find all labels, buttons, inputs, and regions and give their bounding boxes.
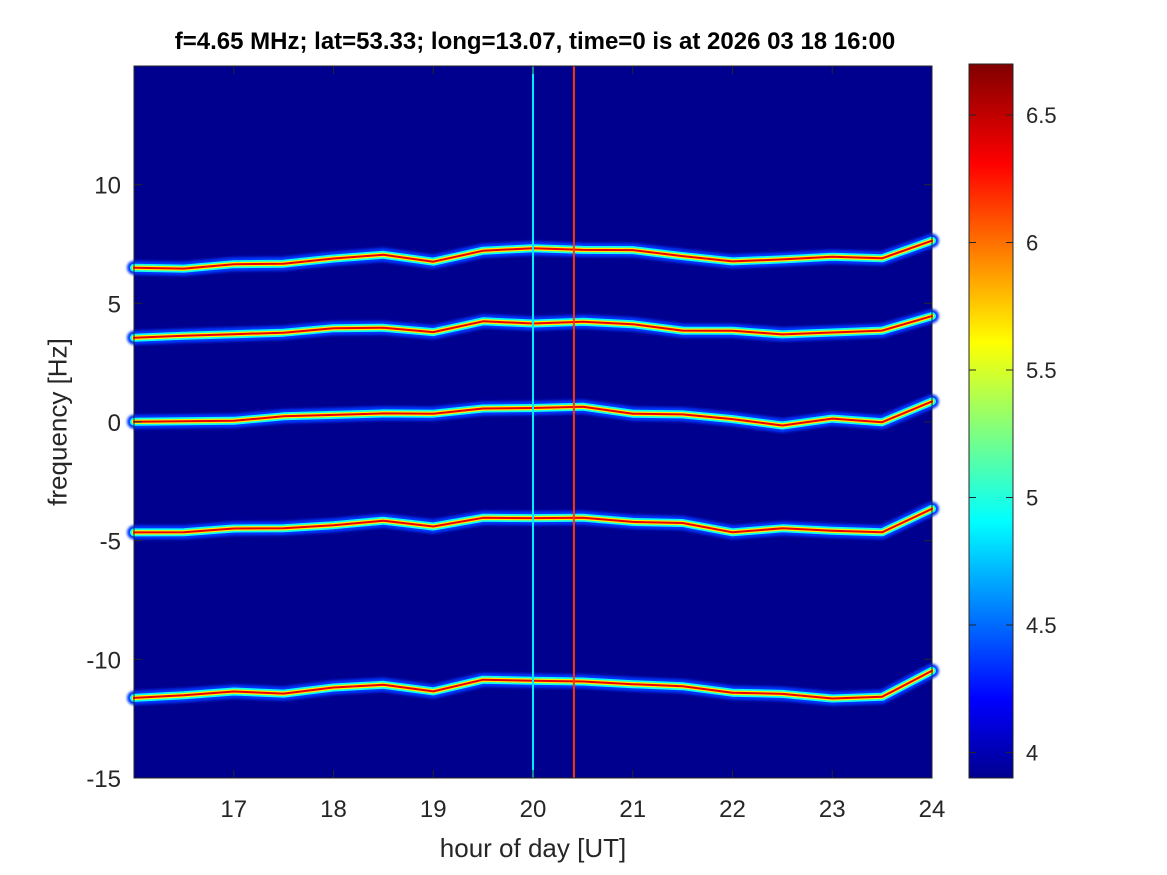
chart-title: f=4.65 MHz; lat=53.33; long=13.07, time=… [174,28,896,55]
y-tick-label: -5 [100,529,121,556]
colorbar-tick-label: 6 [1026,231,1038,256]
y-tick-label: 0 [108,410,121,437]
x-tick-label: 19 [420,796,447,823]
y-axis: -15 -10 -5 0 5 10 [86,173,932,793]
x-tick-label: 23 [819,796,846,823]
y-tick-label: -15 [86,766,121,793]
y-tick-label: -10 [86,647,121,674]
x-tick-label: 17 [220,796,247,823]
colorbar-tick-label: 4.5 [1026,613,1057,638]
x-tick-label: 24 [919,796,946,823]
colorbar [968,63,1014,779]
y-axis-label: frequency [Hz] [42,338,73,506]
vline-layer [532,66,575,778]
y-tick-label: 10 [94,173,121,200]
y-tick-label: 5 [108,291,121,318]
colorbar-tick-label: 5 [1026,486,1038,511]
colorbar-tick-label: 5.5 [1026,358,1057,383]
x-tick-label: 20 [520,796,547,823]
colorbar-tick-label: 6.5 [1026,103,1057,128]
colorbar-axis: 4 4.5 5 5.5 6 6.5 [969,103,1057,766]
x-tick-label: 18 [320,796,347,823]
x-tick-label: 21 [619,796,646,823]
x-axis-label: hour of day [UT] [439,833,627,863]
x-axis: 17 18 19 20 21 22 23 24 [220,66,945,823]
colorbar-tick-label: 4 [1026,741,1038,766]
x-tick-label: 22 [719,796,746,823]
